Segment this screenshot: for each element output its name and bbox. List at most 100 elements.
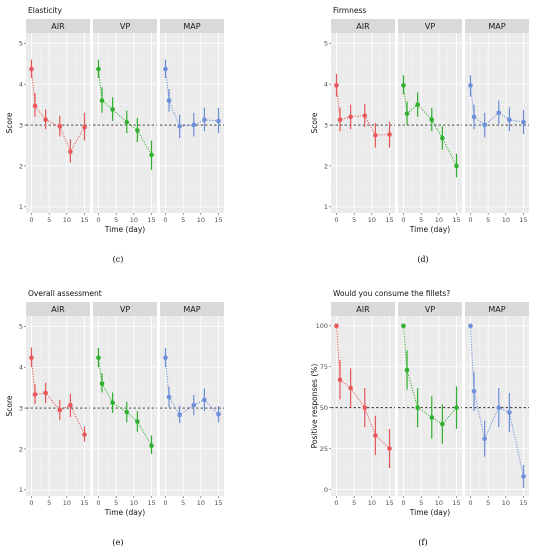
y-axis-title: Score <box>5 112 14 133</box>
facet-panel-vp: VP 0 5 10 15 <box>398 302 462 507</box>
data-point <box>496 110 502 116</box>
y-tick-label: 5 <box>19 323 23 331</box>
x-tick-label: 0 <box>401 216 405 224</box>
data-point <box>29 355 34 361</box>
chart-title: Would you consume the fillets? <box>333 289 450 298</box>
x-tick-label: 15 <box>214 216 222 224</box>
facet-strip <box>398 19 462 33</box>
x-tick-label: 15 <box>519 499 527 507</box>
series-line <box>30 68 85 153</box>
x-tick-label: 5 <box>486 499 490 507</box>
data-point <box>482 122 487 128</box>
x-tick-label: 5 <box>47 499 51 507</box>
data-point <box>482 436 487 442</box>
facet-strip-label: VP <box>120 305 130 314</box>
y-tick-label: 1 <box>19 486 23 494</box>
x-tick-label: 0 <box>29 216 33 224</box>
data-point <box>362 405 368 410</box>
facet-strip-label: AIR <box>356 305 370 314</box>
x-tick-label: 10 <box>130 499 138 507</box>
y-tick-label: 50 <box>320 404 328 412</box>
facet-panel-vp: VP 0 5 10 15 <box>93 19 157 224</box>
x-tick-label: 0 <box>163 499 167 507</box>
y-tick-label: 4 <box>19 363 23 371</box>
facet-panel-air: AIR 0 5 10 15 <box>331 302 395 507</box>
y-tick-label: 4 <box>324 80 328 88</box>
facet-strip <box>26 302 90 316</box>
y-tick-label: 2 <box>19 162 23 170</box>
x-axis-title: Time (day) <box>409 225 450 234</box>
x-tick-label: 15 <box>452 499 460 507</box>
x-tick-label: 10 <box>502 216 510 224</box>
facet-strip <box>26 19 90 33</box>
facet-panel-air: AIR 0 5 10 15 <box>26 19 90 224</box>
data-point <box>440 421 445 427</box>
data-point <box>177 412 182 418</box>
data-point <box>163 355 168 361</box>
data-point <box>177 123 182 129</box>
facet-strip <box>160 302 224 316</box>
facet-strip-label: MAP <box>183 305 200 314</box>
facet-panel-map: MAP 0 5 10 15 <box>465 302 529 507</box>
facet-strip <box>93 302 157 316</box>
x-tick-label: 0 <box>29 499 33 507</box>
x-tick-label: 15 <box>80 499 88 507</box>
data-point <box>496 405 502 410</box>
y-tick-label: 5 <box>324 40 328 48</box>
data-point <box>440 135 445 141</box>
x-tick-label: 10 <box>502 499 510 507</box>
x-tick-label: 15 <box>147 499 155 507</box>
y-tick-label: 3 <box>324 121 328 129</box>
data-point <box>401 323 406 329</box>
facet-strip-label: MAP <box>488 305 505 314</box>
data-point <box>454 405 459 410</box>
facet-panel-map: MAP 0 5 10 15 <box>160 19 224 224</box>
data-point <box>110 400 115 406</box>
data-point <box>191 122 197 128</box>
y-tick-label: 2 <box>19 445 23 453</box>
x-tick-label: 15 <box>452 216 460 224</box>
x-axis-title: Time (day) <box>409 508 450 517</box>
x-tick-label: 5 <box>419 216 423 224</box>
x-tick-label: 15 <box>385 216 393 224</box>
x-tick-label: 0 <box>334 216 338 224</box>
x-tick-label: 5 <box>114 499 118 507</box>
facet-panel-map: MAP 0 5 10 15 <box>465 19 529 224</box>
y-axis-title: Score <box>310 112 319 133</box>
x-axis-title: Time (day) <box>104 225 145 234</box>
x-tick-label: 10 <box>368 499 376 507</box>
facet-strip <box>465 302 529 316</box>
facet-strip-label: VP <box>425 305 435 314</box>
x-tick-label: 15 <box>214 499 222 507</box>
facet-panel-air: AIR 0 5 10 15 <box>331 19 395 224</box>
facet-strip-label: VP <box>425 22 435 31</box>
facet-strip-label: AIR <box>51 305 65 314</box>
figure-caption: (d) <box>417 255 428 264</box>
facet-strip-label: AIR <box>51 22 65 31</box>
data-point <box>68 149 73 154</box>
x-tick-label: 0 <box>468 216 472 224</box>
y-tick-label: 3 <box>19 404 23 412</box>
facet-strip-label: AIR <box>356 22 370 31</box>
chart-title: Elasticity <box>28 6 62 15</box>
data-point <box>348 114 353 120</box>
chart-title: Firmness <box>333 6 366 15</box>
x-axis-title: Time (day) <box>104 508 145 517</box>
data-point <box>387 132 392 137</box>
chart-block: Would you consume the fillets?0255075100… <box>310 289 529 547</box>
data-point <box>124 119 130 125</box>
data-point <box>149 443 154 448</box>
data-point <box>471 114 477 120</box>
data-point <box>202 397 207 403</box>
data-point <box>166 98 172 103</box>
x-tick-label: 0 <box>401 499 405 507</box>
facet-panel-vp: VP 0 5 10 15 <box>93 302 157 507</box>
data-point <box>216 118 221 124</box>
data-point <box>32 103 38 109</box>
x-tick-label: 5 <box>352 499 356 507</box>
data-point <box>43 117 48 123</box>
data-point <box>334 83 339 88</box>
